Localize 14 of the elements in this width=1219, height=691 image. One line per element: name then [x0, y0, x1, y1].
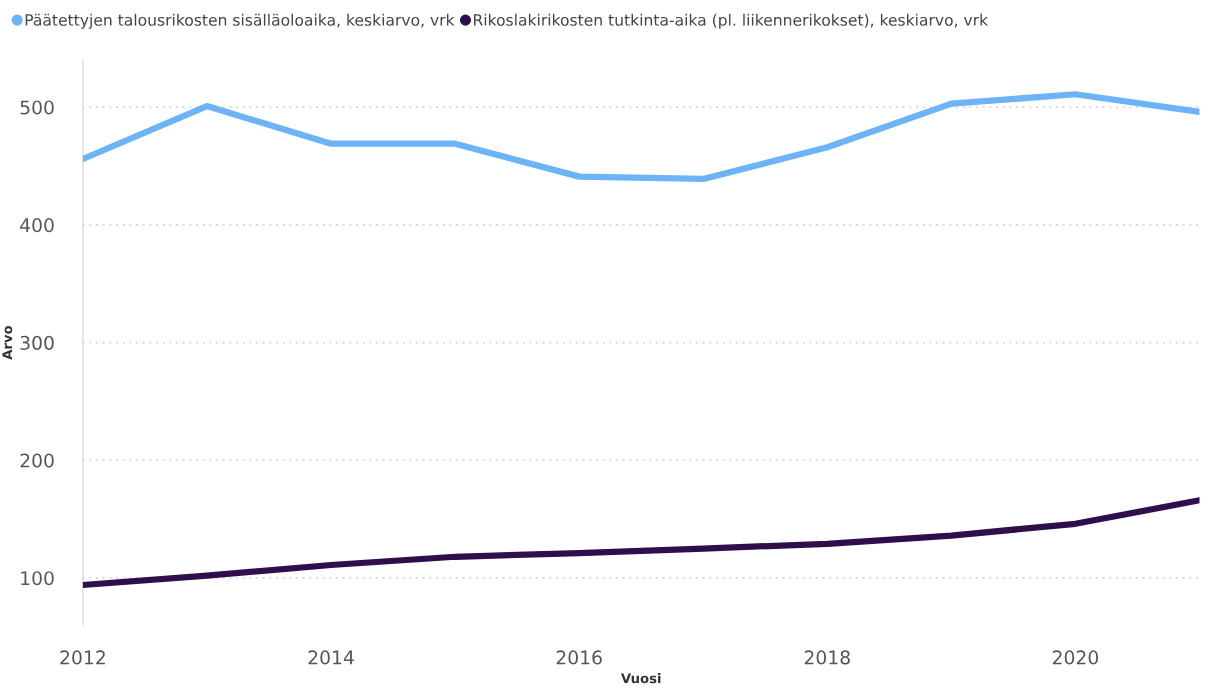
- x-tick-label: 2020: [1052, 650, 1099, 665]
- y-tick-label: 400: [20, 218, 54, 233]
- x-axis-title: Vuosi: [620, 673, 661, 684]
- y-tick-label: 200: [20, 453, 54, 468]
- x-tick-label: 2018: [804, 650, 850, 665]
- y-tick-label: 100: [21, 571, 54, 586]
- x-tick-label: 2014: [308, 650, 354, 665]
- legend-label: Rikoslakirikosten tutkinta-aika (pl. liikennerikokset), keskiarvo, vrk: [473, 13, 989, 29]
- legend-label: Päätettyjen talousrikosten sisälläoloaika, keskiarvo, vrk: [25, 13, 455, 29]
- y-axis-title: Arvo: [2, 325, 13, 360]
- y-tick-label: 500: [20, 100, 54, 115]
- y-tick-label: 300: [20, 335, 54, 350]
- x-tick-label: 2012: [60, 650, 105, 665]
- x-tick-label: 2016: [556, 650, 602, 665]
